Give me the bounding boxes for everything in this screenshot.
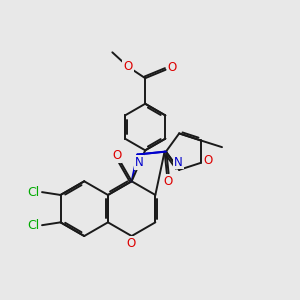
Text: Cl: Cl xyxy=(28,219,40,232)
Text: Cl: Cl xyxy=(28,186,40,199)
Text: O: O xyxy=(167,61,177,74)
Text: O: O xyxy=(112,149,121,162)
Text: O: O xyxy=(163,175,172,188)
Text: O: O xyxy=(204,154,213,167)
Text: O: O xyxy=(123,60,133,73)
Text: N: N xyxy=(135,156,143,169)
Text: N: N xyxy=(174,156,183,169)
Text: O: O xyxy=(126,237,136,250)
